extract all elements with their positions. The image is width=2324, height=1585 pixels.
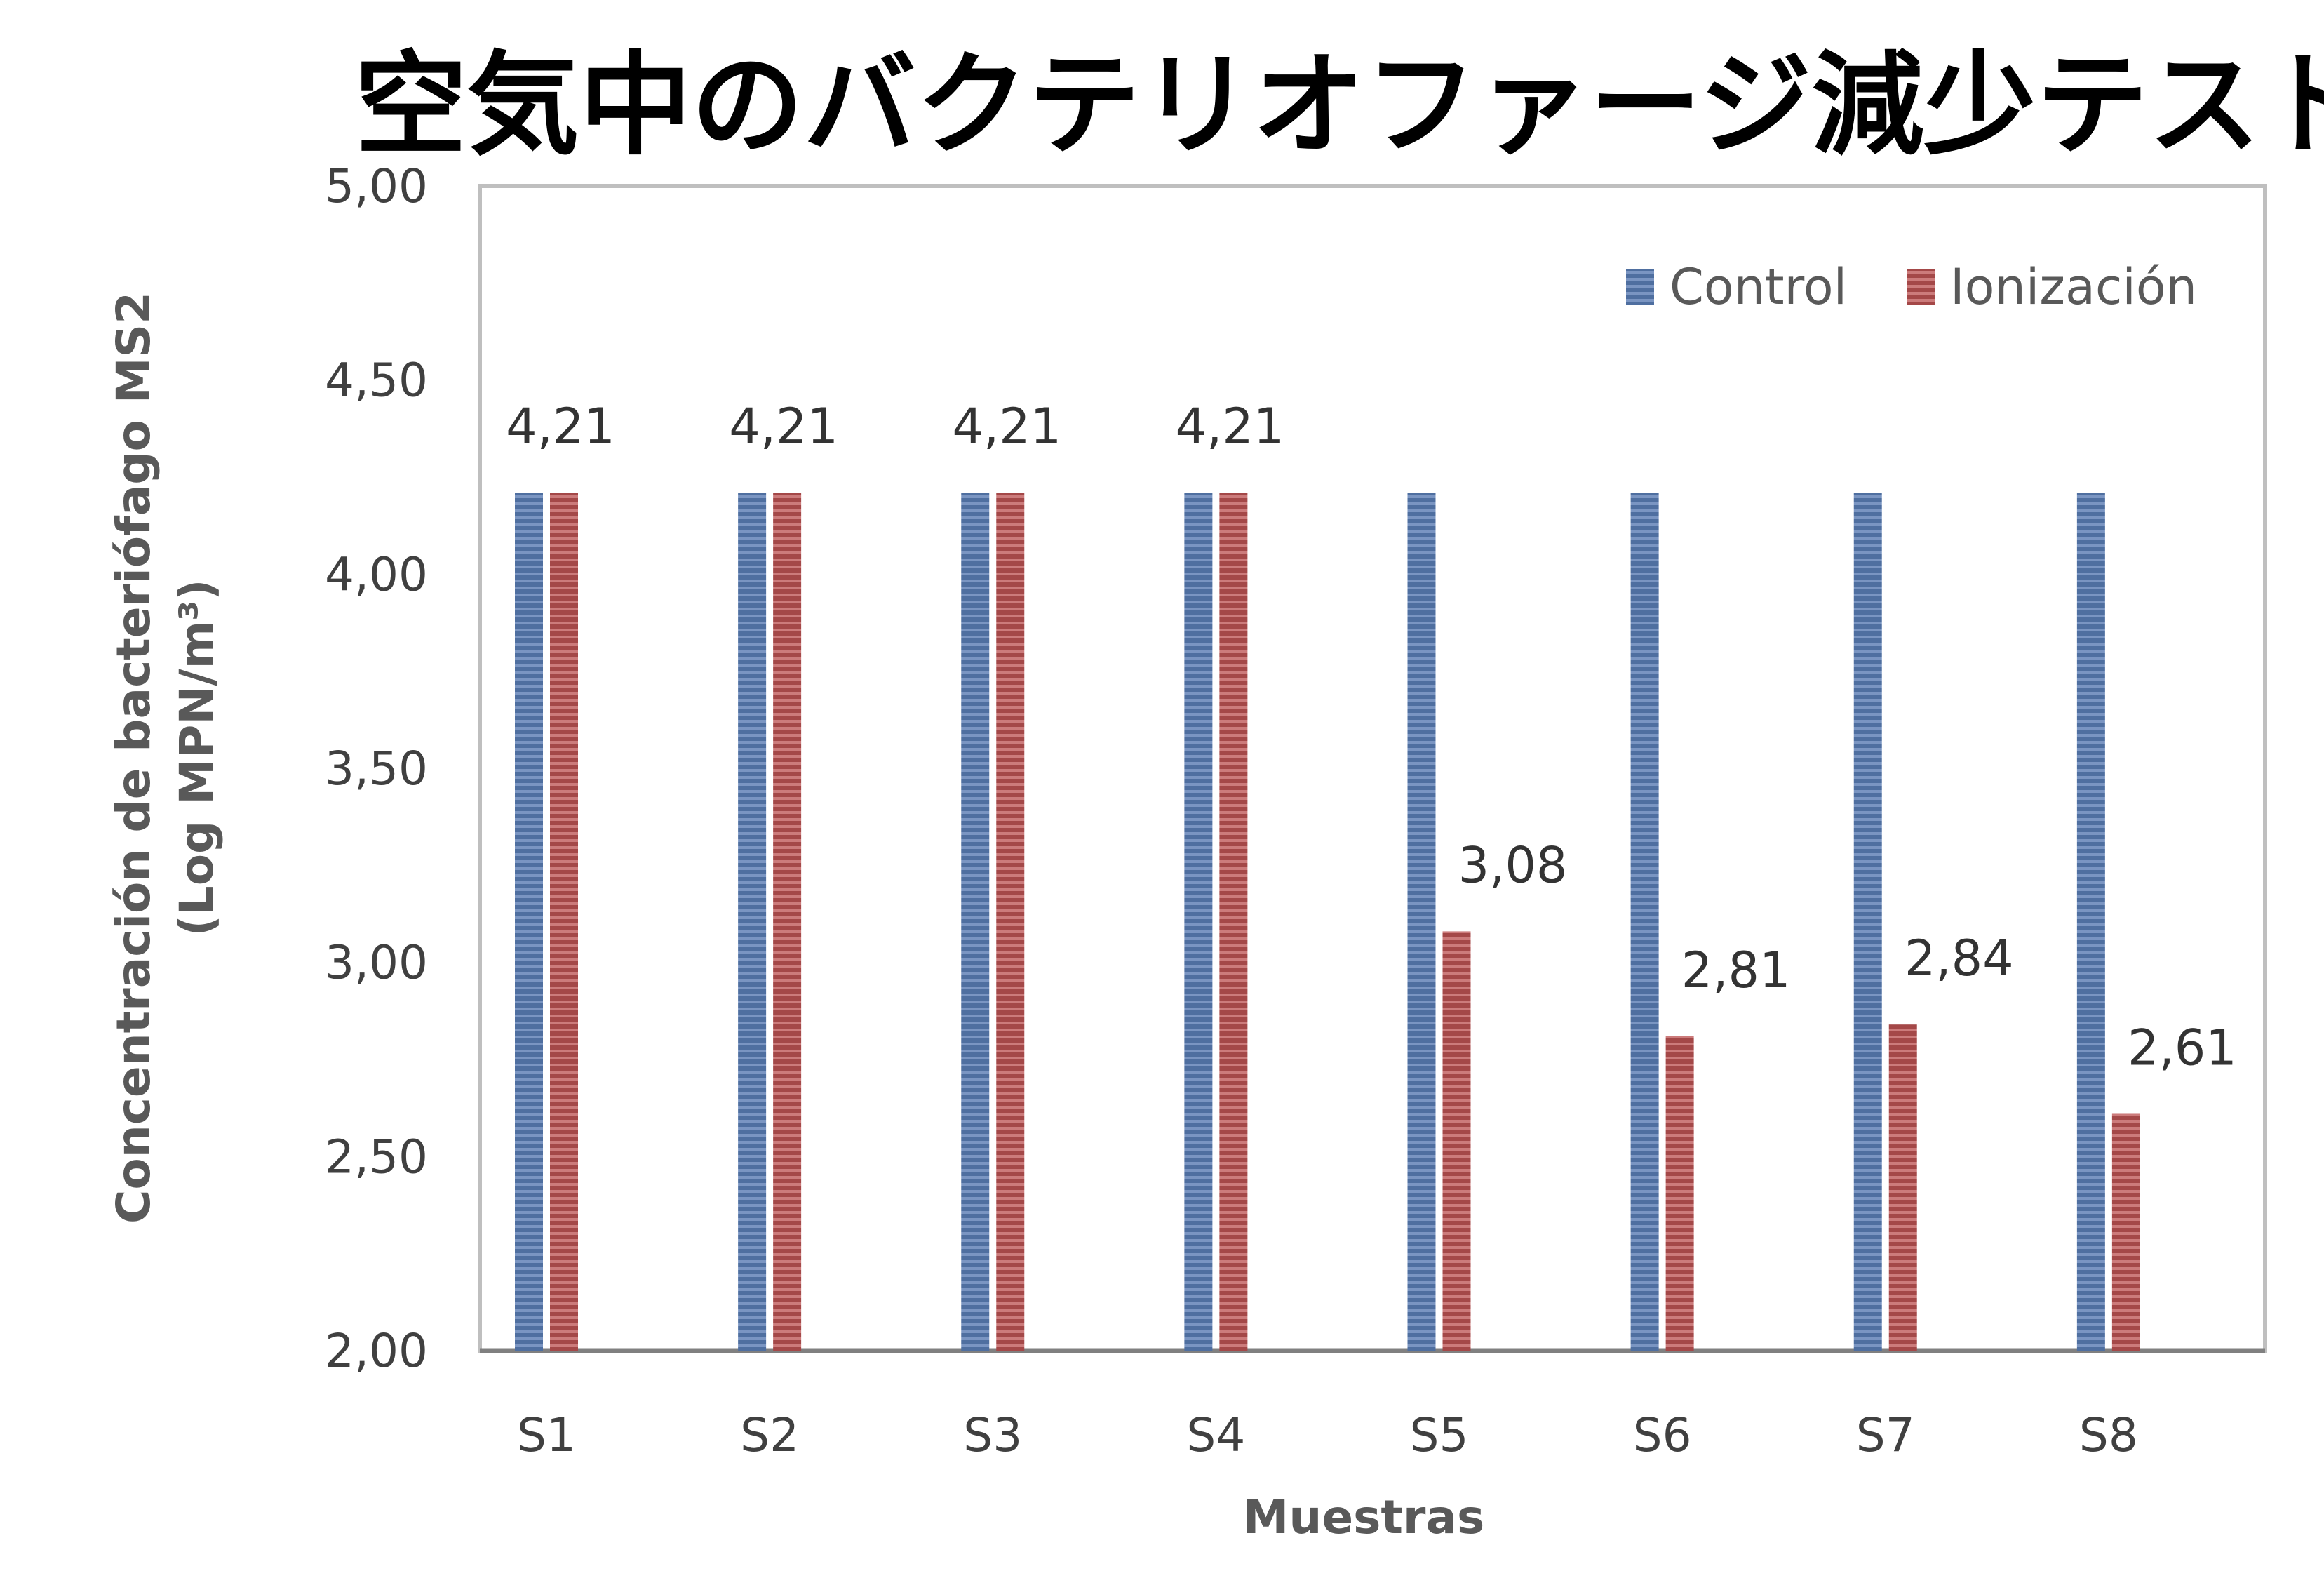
y-axis-title-line1: Concentración de bacteriófago MS2 bbox=[107, 292, 161, 1224]
bar-ionizacion-s7 bbox=[1888, 1024, 1917, 1351]
bar-ionizacion-s1 bbox=[550, 493, 578, 1351]
x-tick-label: S3 bbox=[963, 1408, 1022, 1462]
y-tick-label: 3,50 bbox=[325, 742, 428, 796]
legend-swatch-control bbox=[1626, 269, 1654, 305]
bar-control-s4 bbox=[1184, 493, 1213, 1351]
legend-label-control: Control bbox=[1670, 258, 1847, 316]
y-tick-label: 4,00 bbox=[325, 547, 428, 601]
chart-title: 空気中のバクテリオファージ減少テスト bbox=[355, 39, 2324, 170]
bar-control-s1 bbox=[515, 493, 543, 1351]
legend: Control Ionización bbox=[1626, 258, 2197, 316]
y-tick-label: 4,50 bbox=[325, 354, 428, 408]
data-label-s8: 2,61 bbox=[2128, 1019, 2237, 1076]
data-label-s6: 2,81 bbox=[1681, 942, 1791, 999]
y-tick-label: 2,00 bbox=[325, 1324, 428, 1378]
bars-group bbox=[515, 493, 2140, 1351]
bar-control-s8 bbox=[2076, 493, 2105, 1351]
y-tick-label: 5,00 bbox=[325, 159, 428, 213]
bar-control-s5 bbox=[1407, 493, 1436, 1351]
bar-ionizacion-s3 bbox=[996, 493, 1025, 1351]
bar-control-s2 bbox=[738, 493, 767, 1351]
data-label-s3: 4,21 bbox=[952, 398, 1061, 455]
x-tick-label: S1 bbox=[517, 1408, 576, 1462]
y-tick-label: 3,00 bbox=[325, 936, 428, 990]
y-axis-title-line2: (Log MPN/m³) bbox=[170, 579, 224, 936]
bar-ionizacion-s4 bbox=[1219, 493, 1248, 1351]
x-axis-title: Muestras bbox=[1243, 1490, 1485, 1544]
data-label-s5: 3,08 bbox=[1458, 836, 1568, 894]
x-tick-label: S5 bbox=[1410, 1408, 1469, 1462]
y-axis-ticks: 2,00 2,50 3,00 3,50 4,00 4,50 5,00 bbox=[325, 159, 428, 1378]
legend-label-ionizacion: Ionización bbox=[1950, 258, 2197, 316]
bar-control-s7 bbox=[1853, 493, 1882, 1351]
bar-ionizacion-s8 bbox=[2111, 1113, 2140, 1351]
bar-control-s6 bbox=[1630, 493, 1659, 1351]
data-label-s1: 4,21 bbox=[506, 398, 615, 455]
x-tick-label: S8 bbox=[2079, 1408, 2138, 1462]
x-tick-label: S6 bbox=[1633, 1408, 1692, 1462]
legend-swatch-ionizacion bbox=[1907, 269, 1935, 305]
data-labels-group: 4,21 4,21 4,21 4,21 3,08 2,81 2,84 2,61 bbox=[506, 398, 2237, 1076]
data-label-s7: 2,84 bbox=[1905, 930, 2014, 987]
bar-ionizacion-s5 bbox=[1442, 931, 1471, 1351]
x-axis-ticks: S1 S2 S3 S4 S5 S6 S7 S8 bbox=[517, 1408, 2138, 1462]
x-tick-label: S2 bbox=[740, 1408, 799, 1462]
bar-ionizacion-s2 bbox=[773, 493, 802, 1351]
data-label-s4: 4,21 bbox=[1175, 398, 1284, 455]
y-tick-label: 2,50 bbox=[325, 1130, 428, 1184]
bar-control-s3 bbox=[961, 493, 990, 1351]
data-label-s2: 4,21 bbox=[729, 398, 838, 455]
x-tick-label: S7 bbox=[1856, 1408, 1915, 1462]
bar-ionizacion-s6 bbox=[1665, 1036, 1694, 1351]
x-tick-label: S4 bbox=[1186, 1408, 1245, 1462]
